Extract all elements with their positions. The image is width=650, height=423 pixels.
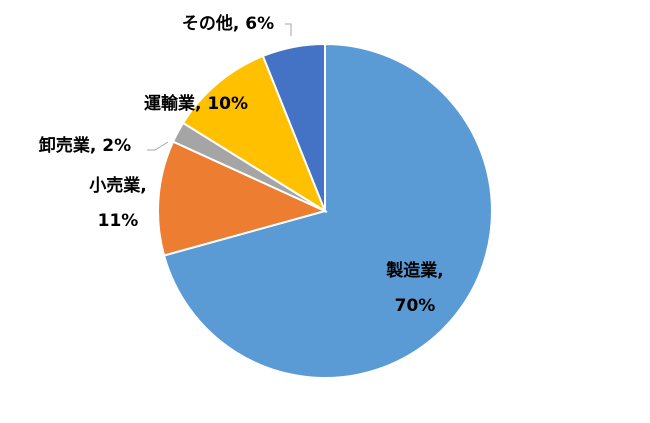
label-retail: 小売業, [89, 175, 146, 196]
leader-other [285, 23, 292, 36]
leader-wholesale [147, 141, 169, 151]
label-wholesale: 卸売業, 2% [39, 135, 131, 156]
slice-その他 [261, 42, 326, 212]
slice-製造業 [162, 42, 493, 379]
slice-小売業 [157, 140, 328, 257]
slice-運輸業 [181, 54, 328, 214]
label-other: その他, 6% [182, 13, 274, 34]
label-retail-pct: 11% [98, 211, 139, 231]
label-manufacturing-pct: 70% [395, 296, 436, 316]
label-transport: 運輸業, 10% [144, 93, 248, 114]
label-manufacturing: 製造業, [385, 260, 443, 281]
